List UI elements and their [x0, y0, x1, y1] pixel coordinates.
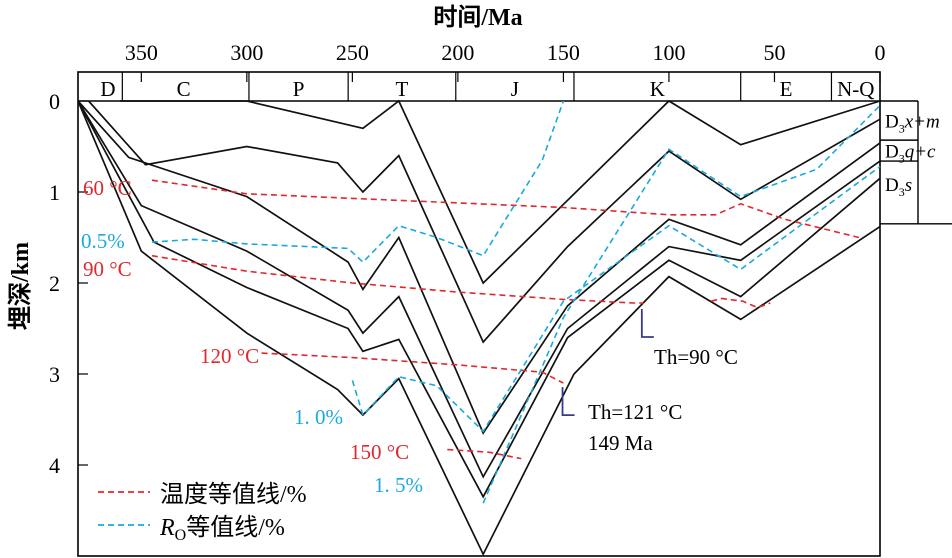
temperature-isoline	[261, 352, 564, 384]
ro-isoline-label: 0.5%	[81, 229, 125, 253]
temperature-isoline	[151, 179, 860, 239]
period-label-n-q: N-Q	[837, 77, 874, 101]
x-tick-label: 50	[763, 40, 785, 65]
burial-curves	[77, 99, 881, 557]
y-tick-label: 0	[49, 89, 60, 114]
strata-label-rest: s	[905, 175, 912, 196]
temperature-isoline-label: 90 °C	[83, 257, 132, 281]
annotation-leader	[640, 309, 654, 338]
y-tick-label: 4	[49, 453, 60, 478]
x-tick-label: 350	[125, 40, 158, 65]
temperature-isoline	[711, 297, 771, 309]
strata-label: D3q+c	[885, 142, 936, 166]
x-tick-label: 150	[547, 40, 580, 65]
y-axis-title: 埋深/km	[7, 242, 34, 330]
y-tick-label: 1	[49, 180, 60, 205]
legend-label-ro-symbol: R	[159, 515, 175, 541]
burial-curve	[77, 100, 881, 557]
axes-frame: 350 300 250 200 150 100 50 0 0 1 2 3 4 D C P T J K E N-Q	[49, 40, 886, 557]
annotation-leader	[561, 387, 575, 417]
period-label-p: P	[293, 77, 305, 101]
x-tick-label: 0	[875, 40, 886, 65]
period-label-j: J	[511, 77, 519, 101]
temperature-isoline-label: 150 °C	[350, 440, 409, 464]
temperature-isoline-label: 60 °C	[83, 176, 132, 200]
strata-label-rest: q+c	[905, 142, 936, 163]
ro-isoline	[482, 104, 881, 504]
x-tick-label: 100	[652, 40, 685, 65]
annotation-age: 149 Ma	[588, 431, 653, 455]
y-tick-label: 2	[49, 271, 60, 296]
legend: 温度等值线/% RO等值线/%	[98, 481, 307, 544]
strata-label-sub: 3	[899, 122, 905, 136]
ro-isoline	[151, 100, 565, 264]
x-tick-label: 200	[441, 40, 474, 65]
burial-curve	[87, 100, 881, 344]
ro-isolines	[151, 100, 881, 504]
strata-label-sub: 3	[899, 152, 905, 166]
period-label-t: T	[396, 77, 409, 101]
burial-curve	[120, 99, 881, 285]
strata-label-rest: x+m	[904, 112, 940, 133]
period-label-k: K	[650, 77, 665, 101]
x-tick-label: 300	[230, 40, 263, 65]
temperature-isoline-label: 120 °C	[200, 344, 259, 368]
x-axis-title: 时间/Ma	[433, 4, 522, 31]
temperature-isoline	[447, 448, 522, 460]
ro-isoline-label: 1. 0%	[294, 405, 343, 429]
strata-label-base: D	[885, 175, 899, 196]
plot-frame	[77, 71, 881, 557]
strata-label-sub: 3	[899, 185, 905, 199]
strata-label: D3s	[885, 175, 912, 199]
legend-label-ro-sub: O	[175, 527, 187, 544]
burial-curve	[77, 100, 881, 499]
isoline-labels: 60 °C 90 °C 120 °C 150 °C 0.5% 1. 0% 1. 5%	[81, 176, 423, 497]
legend-label-ro: RO等值线/%	[159, 514, 285, 544]
strata-label: D3x+m	[885, 112, 940, 136]
x-tick-label: 250	[336, 40, 369, 65]
annotation-th90: Th=90 °C	[654, 345, 738, 369]
period-label-d: D	[100, 77, 115, 101]
period-label-c: C	[177, 77, 191, 101]
strata-label-base: D	[885, 112, 899, 133]
strata-label-base: D	[885, 142, 899, 163]
annotation-th121: Th=121 °C	[588, 400, 682, 424]
annotations: Th=90 °C Th=121 °C 149 Ma	[561, 309, 738, 455]
burial-curve	[77, 100, 881, 479]
burial-curve	[77, 100, 881, 435]
ro-isoline	[351, 165, 881, 433]
temperature-isoline	[151, 254, 644, 304]
legend-label-temperature: 温度等值线/%	[160, 481, 307, 508]
period-label-e: E	[780, 77, 793, 101]
ro-isoline-label: 1. 5%	[374, 473, 423, 497]
y-tick-label: 3	[49, 362, 60, 387]
legend-label-ro-rest: 等值线/%	[186, 514, 285, 541]
temperature-isolines	[151, 179, 860, 460]
